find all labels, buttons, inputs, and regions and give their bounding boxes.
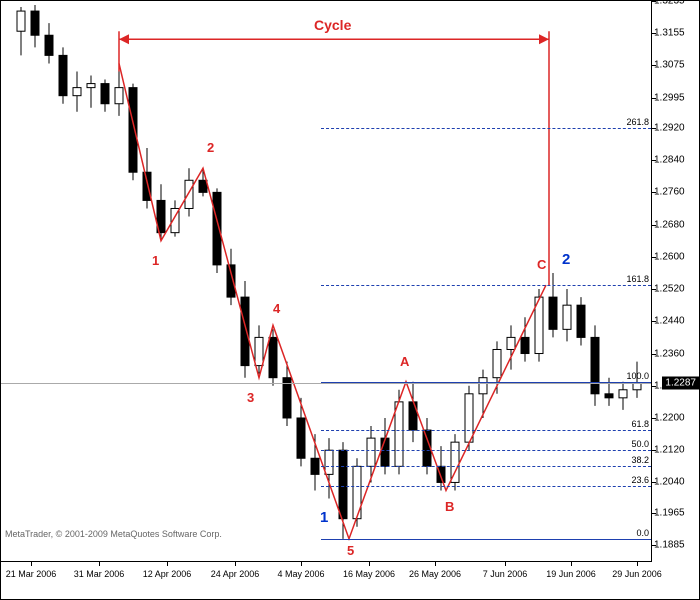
wave-label-red: 4 bbox=[273, 301, 280, 316]
y-axis-label: 1.2760 bbox=[654, 187, 699, 198]
y-axis-label: 1.1885 bbox=[654, 539, 699, 550]
fib-line bbox=[321, 285, 651, 286]
fib-label: 100.0 bbox=[626, 371, 649, 381]
x-axis-label: 31 Mar 2006 bbox=[74, 569, 125, 579]
chart-container: MetaTrader, © 2001-2009 MetaQuotes Softw… bbox=[0, 0, 700, 600]
fib-line bbox=[321, 450, 651, 451]
y-axis-label: 1.3075 bbox=[654, 60, 699, 71]
x-axis-label: 24 Apr 2006 bbox=[211, 569, 260, 579]
fib-line bbox=[321, 466, 651, 467]
wave-label-red: 5 bbox=[347, 543, 354, 558]
x-axis-label: 7 Jun 2006 bbox=[483, 569, 528, 579]
chart-svg bbox=[1, 1, 651, 561]
y-axis-label: 1.2680 bbox=[654, 219, 699, 230]
copyright-text: MetaTrader, © 2001-2009 MetaQuotes Softw… bbox=[5, 529, 222, 539]
cycle-label: Cycle bbox=[314, 17, 351, 33]
x-axis-label: 26 May 2006 bbox=[409, 569, 461, 579]
wave-label-red: 3 bbox=[247, 390, 254, 405]
wave-label-red: 1 bbox=[152, 253, 159, 268]
fib-label: 261.8 bbox=[626, 117, 649, 127]
fib-label: 61.8 bbox=[631, 419, 649, 429]
y-axis-label: 1.2520 bbox=[654, 284, 699, 295]
wave-label-blue: 1 bbox=[320, 509, 328, 526]
wave-label-red: A bbox=[400, 354, 409, 369]
fib-line bbox=[321, 382, 651, 383]
y-axis-label: 1.2360 bbox=[654, 348, 699, 359]
x-axis-label: 12 Apr 2006 bbox=[143, 569, 192, 579]
fib-line bbox=[321, 486, 651, 487]
wave-label-red: C bbox=[537, 257, 546, 272]
fib-label: 0.0 bbox=[636, 528, 649, 538]
fib-line bbox=[321, 539, 651, 540]
y-axis-label: 1.3155 bbox=[654, 28, 699, 39]
fib-label: 23.6 bbox=[631, 475, 649, 485]
fib-label: 50.0 bbox=[631, 439, 649, 449]
y-axis-label: 1.2120 bbox=[654, 445, 699, 456]
wave-label-red: B bbox=[445, 499, 454, 514]
y-axis-label: 1.2440 bbox=[654, 316, 699, 327]
y-axis-label: 1.2840 bbox=[654, 155, 699, 166]
y-axis-label: 1.2600 bbox=[654, 251, 699, 262]
y-axis-label: 1.2040 bbox=[654, 477, 699, 488]
current-price-box: 1.2287 bbox=[662, 376, 699, 389]
x-axis-label: 29 Jun 2006 bbox=[612, 569, 662, 579]
fib-line bbox=[321, 430, 651, 431]
y-axis-label: 1.3235 bbox=[654, 0, 699, 7]
wave-label-red: 2 bbox=[207, 140, 214, 155]
y-axis-label: 1.2920 bbox=[654, 122, 699, 133]
plot-area: MetaTrader, © 2001-2009 MetaQuotes Softw… bbox=[1, 1, 652, 562]
fib-label: 161.8 bbox=[626, 274, 649, 284]
y-axis-label: 1.2200 bbox=[654, 412, 699, 423]
y-axis-label: 1.2995 bbox=[654, 92, 699, 103]
y-axis-label: 1.1965 bbox=[654, 507, 699, 518]
x-axis-label: 21 Mar 2006 bbox=[6, 569, 57, 579]
x-axis-label: 16 May 2006 bbox=[343, 569, 395, 579]
fib-label: 38.2 bbox=[631, 455, 649, 465]
x-axis-label: 4 May 2006 bbox=[277, 569, 324, 579]
x-axis-label: 19 Jun 2006 bbox=[546, 569, 596, 579]
fib-line bbox=[321, 128, 651, 129]
wave-label-blue: 2 bbox=[562, 251, 570, 268]
